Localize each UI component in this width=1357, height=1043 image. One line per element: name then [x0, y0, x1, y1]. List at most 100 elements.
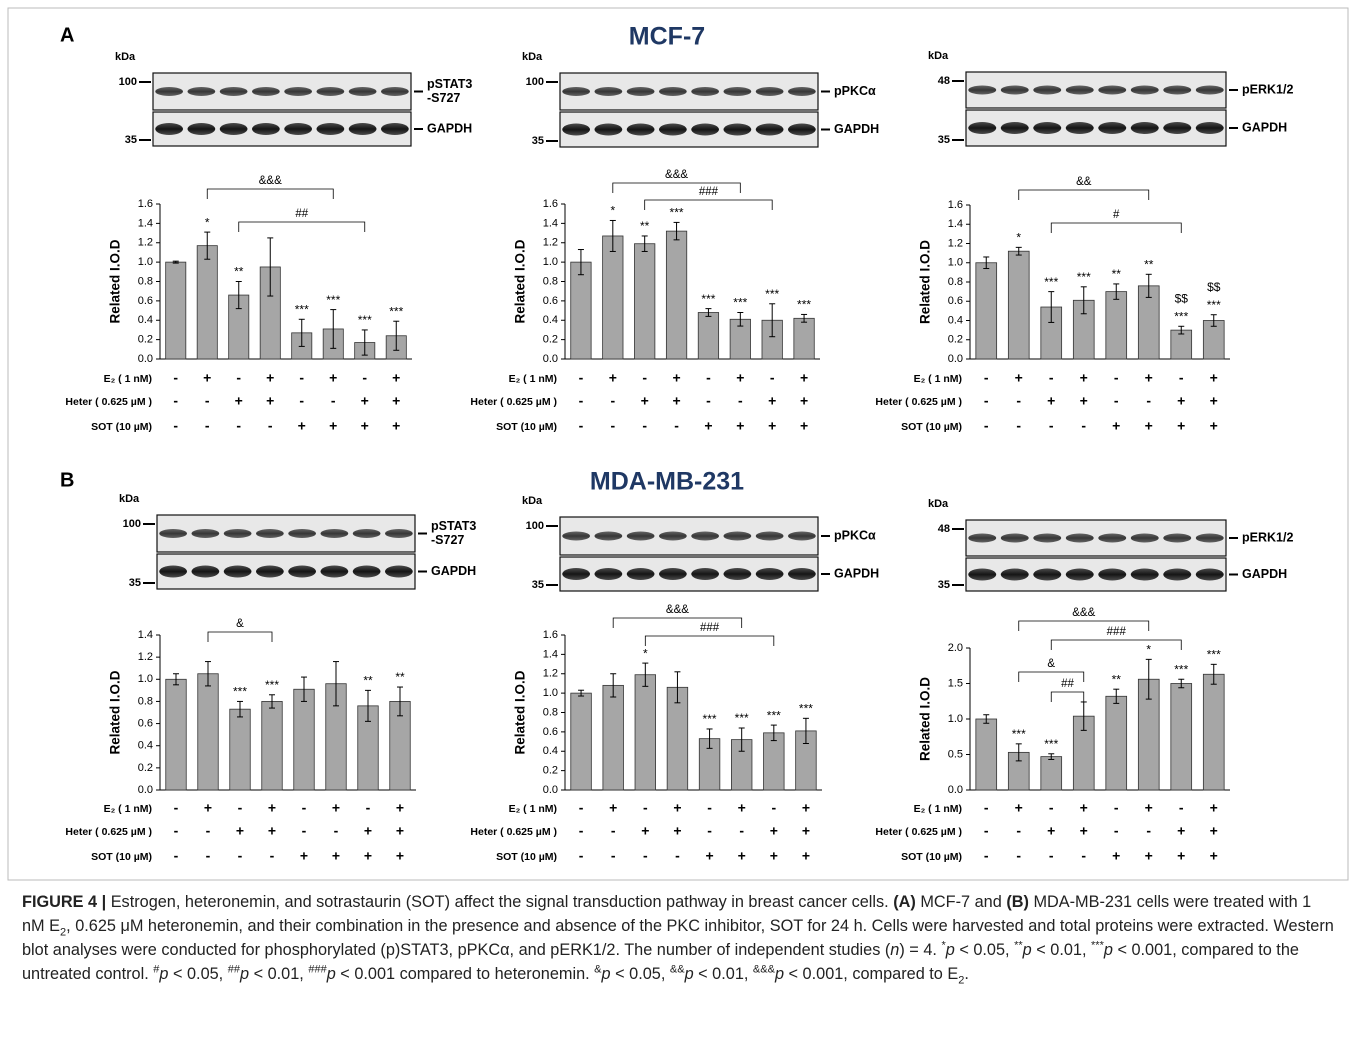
bar — [571, 693, 592, 790]
caption-text: *** — [1091, 940, 1104, 952]
blot-band — [159, 529, 187, 538]
comparison-label: ### — [699, 186, 719, 198]
caption-text: (B) — [1006, 893, 1029, 911]
condition-sign: - — [1114, 823, 1119, 839]
condition-sign: + — [396, 800, 404, 816]
comparison-label: &&& — [665, 169, 688, 181]
y-tick-label: 1.2 — [138, 651, 153, 663]
significance-label: ** — [640, 219, 650, 233]
blot-band — [659, 87, 687, 96]
condition-label: E₂ ( 1 nM) — [104, 373, 152, 385]
comparison-label: &&& — [1072, 607, 1095, 619]
condition-sign: - — [984, 848, 989, 864]
significance-label: ** — [1112, 267, 1122, 281]
significance-label: *** — [265, 678, 279, 692]
condition-sign: - — [738, 393, 743, 409]
condition-sign: - — [299, 370, 304, 386]
blot-band — [385, 529, 413, 538]
y-tick-label: 0.0 — [948, 353, 963, 365]
y-tick-label: 1.6 — [948, 199, 963, 211]
blot-band — [756, 124, 784, 136]
condition-sign: - — [1114, 800, 1119, 816]
y-tick-label: 1.2 — [543, 237, 558, 249]
condition-sign: + — [673, 823, 681, 839]
y-tick-label: 0.8 — [543, 275, 558, 287]
condition-sign: - — [1114, 370, 1119, 386]
condition-sign: + — [1080, 370, 1088, 386]
condition-sign: + — [204, 800, 212, 816]
blot-band — [1033, 569, 1061, 581]
blot-band — [691, 87, 719, 96]
caption-text: p — [1023, 941, 1032, 959]
y-tick-label: 1.4 — [138, 629, 153, 641]
blot-band — [595, 124, 623, 136]
condition-sign: - — [173, 418, 178, 434]
condition-label: SOT (10 µM) — [496, 421, 557, 433]
marker-label: 35 — [125, 134, 137, 146]
blot-band — [1001, 86, 1029, 95]
band-label: GAPDH — [834, 122, 879, 136]
condition-sign: - — [643, 848, 648, 864]
condition-sign: + — [203, 370, 211, 386]
bar — [603, 685, 624, 790]
blot-band — [284, 123, 312, 135]
blot-band — [691, 532, 719, 541]
caption-text: < 0.01, — [694, 965, 753, 983]
blot-band — [192, 529, 220, 538]
caption-text: n — [890, 941, 899, 959]
condition-sign: + — [609, 800, 617, 816]
bar — [1041, 757, 1062, 790]
condition-label: E₂ ( 1 nM) — [104, 803, 152, 815]
condition-sign: + — [1145, 370, 1153, 386]
marker-label: 35 — [532, 579, 544, 591]
condition-sign: + — [1210, 370, 1218, 386]
y-tick-label: 0.6 — [543, 295, 558, 307]
kda-label: kDa — [115, 51, 136, 63]
comparison-label: &&& — [666, 604, 689, 616]
condition-sign: - — [270, 848, 275, 864]
condition-sign: + — [1145, 800, 1153, 816]
condition-sign: + — [1177, 393, 1185, 409]
blot-band — [1163, 534, 1191, 543]
y-tick-label: 1.4 — [948, 218, 963, 230]
condition-sign: - — [707, 800, 712, 816]
y-axis-label: Related I.O.D — [108, 670, 123, 754]
condition-sign: - — [984, 823, 989, 839]
significance-label: ** — [1144, 257, 1154, 271]
bar — [666, 231, 686, 359]
condition-sign: - — [236, 370, 241, 386]
condition-sign: + — [768, 393, 776, 409]
band-label: GAPDH — [431, 564, 476, 578]
caption-text: && — [670, 964, 685, 976]
bar — [794, 318, 814, 359]
significance-label: *** — [765, 287, 779, 301]
blot-band — [627, 87, 655, 96]
caption-text: ## — [228, 964, 240, 976]
blot-band — [288, 566, 316, 578]
caption-text: p — [1104, 941, 1113, 959]
blot-band — [1033, 122, 1061, 134]
significance-label: *** — [1174, 662, 1188, 676]
y-tick-label: 1.0 — [138, 673, 153, 685]
blot-band — [349, 87, 377, 96]
blot-band — [349, 123, 377, 135]
condition-sign: + — [364, 848, 372, 864]
caption-text: (A) — [893, 893, 916, 911]
comparison-bracket — [645, 200, 773, 210]
y-tick-label: 0.8 — [138, 275, 153, 287]
condition-sign: + — [1177, 823, 1185, 839]
kda-label: kDa — [928, 498, 949, 510]
blot-band — [724, 124, 752, 136]
caption-text: < 0.05, — [168, 965, 227, 983]
y-tick-label: 1.4 — [543, 217, 558, 229]
condition-sign: + — [329, 370, 337, 386]
caption-text: p — [240, 965, 249, 983]
significance-label: * — [205, 215, 210, 229]
condition-sign: - — [331, 393, 336, 409]
comparison-label: ## — [295, 208, 308, 220]
y-tick-label: 0.6 — [543, 726, 558, 738]
blot-band — [252, 123, 280, 135]
blot-band — [788, 87, 816, 96]
condition-sign: + — [800, 370, 808, 386]
comparison-bracket — [208, 632, 272, 642]
